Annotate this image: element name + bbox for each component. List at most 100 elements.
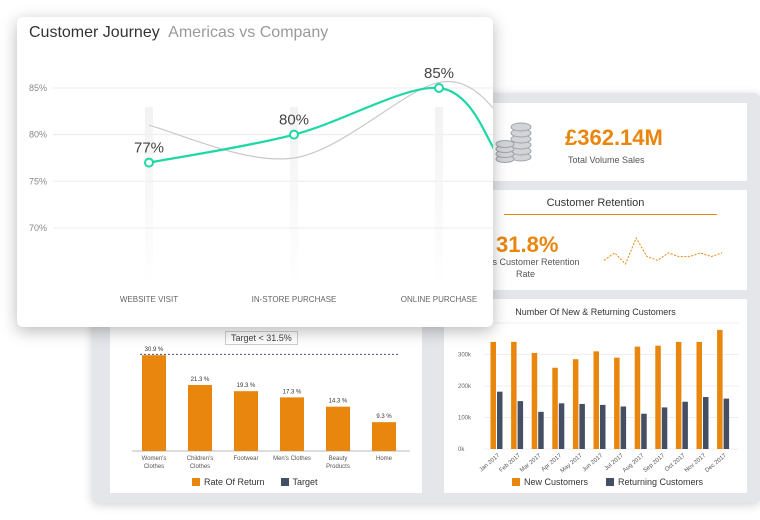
- journey-point: [289, 129, 299, 140]
- new-customers-bar: [696, 341, 702, 449]
- customers-y-tick: 300k: [458, 353, 472, 359]
- customers-month-label: Dec 2017: [704, 453, 728, 475]
- customers-title: Number Of New & Returning Customers: [515, 307, 676, 317]
- return-category-label: Products: [326, 464, 350, 470]
- customers-month-label: Mar 2017: [519, 453, 543, 474]
- return-category-label: Clothes: [190, 464, 210, 470]
- return-bar-label: 14.3 %: [329, 399, 348, 405]
- new-customers-bar: [717, 329, 723, 449]
- returning-customers-bar: [682, 401, 688, 449]
- legend-rate-of-return: Rate Of Return: [192, 477, 265, 487]
- journey-stage-column: [145, 107, 153, 289]
- return-legend: Rate Of Return Target: [192, 477, 318, 487]
- legend-new-customers: New Customers: [512, 477, 588, 487]
- journey-point-label: 77%: [134, 140, 164, 157]
- return-category-label: Footwear: [233, 456, 258, 462]
- return-category-label: Women's: [142, 456, 167, 462]
- journey-point: [144, 157, 154, 168]
- legend-returning-label: Returning Customers: [618, 477, 704, 487]
- coins-stack-icon: [495, 122, 532, 163]
- new-customers-bar: [531, 352, 538, 449]
- journey-point-label: 85%: [424, 65, 454, 82]
- customer-journey-card: Customer Journey Americas vs Company 85%…: [17, 17, 493, 327]
- new-customers-bar: [572, 359, 579, 449]
- return-bar-label: 17.3 %: [283, 389, 302, 395]
- return-category-label: Men's Clothes: [273, 456, 311, 462]
- new-customers-bar: [490, 341, 496, 449]
- journey-stage-label: ONLINE PURCHASE: [401, 295, 477, 304]
- journey-y-tick: 85%: [29, 83, 47, 93]
- legend-returning-customers: Returning Customers: [606, 477, 703, 487]
- return-bar: [326, 406, 350, 451]
- legend-swatch-orange: [512, 478, 520, 486]
- returning-customers-bar: [620, 406, 627, 449]
- retention-title: Customer Retention: [546, 197, 645, 209]
- sales-kpi-card: £362.14M Total Volume Sales: [444, 103, 747, 181]
- journey-y-tick: 80%: [29, 130, 47, 140]
- customers-month-label: Aug 2017: [622, 453, 646, 475]
- new-customers-bar: [614, 357, 620, 449]
- returning-customers-bar: [723, 398, 730, 449]
- sales-value: £362.14M: [565, 125, 663, 150]
- return-category-label: Clothes: [144, 464, 164, 470]
- journey-subtitle: Americas vs Company: [168, 24, 329, 41]
- new-customers-bar: [634, 346, 641, 449]
- retention-sparkline: [603, 236, 723, 265]
- return-rate-card: Target < 31.5% 30.9 % Women's Clothes 21.3 …: [110, 321, 422, 493]
- journey-chart: 85% 80% 75% 70% 77% 80% 85% WEBSITE VISIT IN-S…: [29, 65, 493, 304]
- legend-new-label: New Customers: [524, 477, 589, 487]
- return-bar-label: 9.3 %: [376, 414, 392, 420]
- return-category-label: Beauty: [329, 456, 348, 462]
- returning-customers-bar: [517, 401, 524, 449]
- retention-card: Customer Retention 31.8% vs Customer Ret…: [444, 190, 747, 290]
- new-customers-bar: [655, 345, 661, 449]
- legend-target: Target: [280, 477, 318, 487]
- customers-month-label: Nov 2017: [684, 453, 708, 475]
- company-series-line: [148, 80, 493, 160]
- new-customers-bar: [552, 367, 558, 449]
- legend-swatch-orange: [192, 478, 200, 486]
- retention-label: vs Customer Retention: [488, 257, 580, 267]
- journey-y-tick: 70%: [29, 223, 47, 233]
- return-bar: [234, 391, 258, 451]
- customers-card: Number Of New & Returning Customers 400k…: [444, 299, 747, 493]
- returning-customers-bar: [703, 397, 709, 449]
- retention-value: 31.8%: [496, 232, 559, 257]
- returning-customers-bar: [558, 403, 565, 449]
- return-bar-label: 19.3 %: [237, 383, 256, 389]
- journey-stage-column: [290, 107, 298, 289]
- journey-title: Customer Journey: [29, 24, 160, 41]
- retention-label-2: Rate: [516, 269, 536, 279]
- journey-point-label: 80%: [279, 112, 309, 129]
- return-category-label: Children's: [187, 456, 214, 462]
- journey-stage-column: [435, 107, 443, 289]
- legend-target-label: Target: [292, 477, 318, 487]
- return-bar: [188, 384, 212, 451]
- americas-series-line: [148, 86, 493, 164]
- returning-customers-bar: [497, 391, 503, 449]
- journey-heading: Customer Journey Americas vs Company: [29, 24, 328, 42]
- journey-stage-label: WEBSITE VISIT: [120, 295, 178, 304]
- returning-customers-bar: [600, 404, 606, 449]
- return-bar: [280, 397, 304, 451]
- return-bar: [142, 355, 166, 451]
- return-bar-label: 30.9 %: [145, 347, 164, 353]
- sales-label: Total Volume Sales: [568, 155, 645, 165]
- return-bar-label: 21.3 %: [191, 377, 210, 383]
- return-category-label: Home: [376, 456, 393, 462]
- target-badge: Target < 31.5%: [225, 331, 298, 345]
- customers-month-label: Jun 2017: [582, 453, 605, 474]
- customers-y-tick: 100k: [458, 416, 472, 422]
- journey-stage-label: IN-STORE PURCHASE: [252, 295, 337, 304]
- customers-month-label: Sep 2017: [643, 453, 667, 475]
- customers-y-tick: 0k: [458, 447, 465, 453]
- returning-customers-bar: [661, 407, 668, 449]
- returning-customers-bar: [641, 413, 647, 449]
- customers-month-label: May 2017: [560, 453, 585, 475]
- new-customers-bar: [593, 351, 599, 449]
- legend-rate-label: Rate Of Return: [204, 477, 265, 487]
- new-customers-bar: [675, 341, 682, 449]
- return-rate-chart: 30.9 % Women's Clothes 21.3 % Children's Clot…: [132, 347, 410, 470]
- journey-point: [434, 83, 444, 93]
